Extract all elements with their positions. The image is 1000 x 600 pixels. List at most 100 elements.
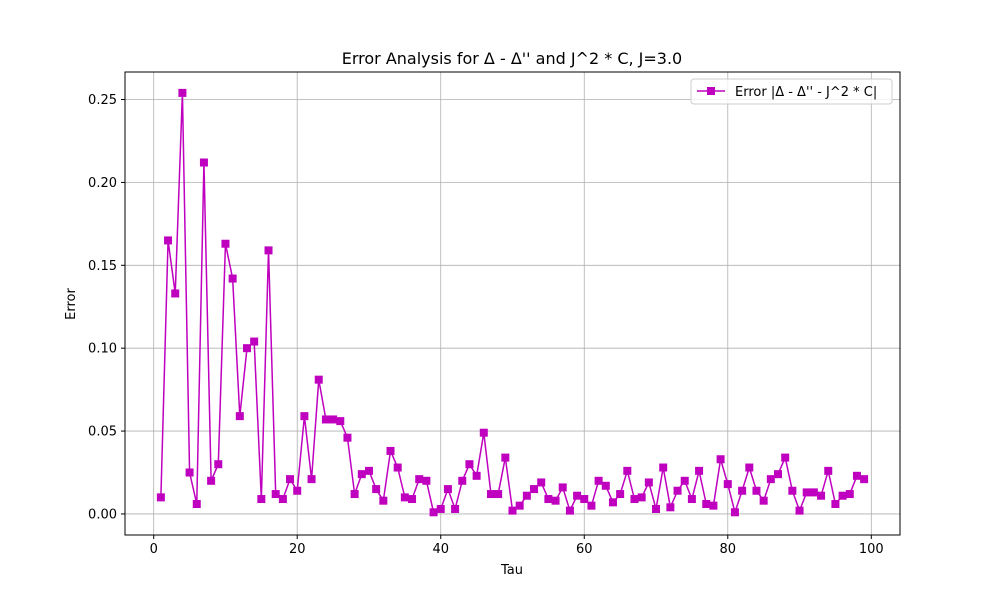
data-point-marker [156,493,165,502]
y-axis-ticks: 0.00 0.05 0.10 0.15 0.20 0.25 [88,93,125,522]
data-point-marker [809,488,818,497]
data-point-marker [357,470,366,479]
data-point-marker [422,476,431,485]
data-point-marker [680,476,689,485]
data-point-marker [831,500,840,509]
data-point-marker [587,501,596,510]
data-point-marker [293,486,302,495]
data-point-marker [429,508,438,517]
y-tick-label: 0.20 [88,176,117,191]
data-point-marker [286,475,295,484]
data-point-marker [207,476,216,485]
x-tick-label: 0 [150,542,158,557]
data-point-marker [257,495,266,504]
legend-box [690,78,893,105]
data-point-marker [314,375,323,384]
x-tick-label: 60 [576,542,593,557]
data-point-marker [616,490,625,499]
data-point-marker [608,498,617,507]
data-point-marker [623,466,632,475]
data-point-marker [695,466,704,475]
chart-title: Error Analysis for Δ - Δ'' and J^2 * C, … [342,49,682,68]
x-tick-label: 80 [720,542,737,557]
data-point-marker [364,466,373,475]
data-point-marker [501,453,510,462]
data-point-marker [400,493,409,502]
data-point-marker [235,412,244,421]
data-point-marker [250,337,259,346]
data-point-marker [199,158,208,167]
data-point-marker [860,475,869,484]
data-point-marker [745,463,754,472]
data-point-marker [759,496,768,505]
data-point-marker [565,506,574,515]
data-point-marker [185,468,194,477]
data-point-marker [709,501,718,510]
data-point-marker [192,500,201,509]
data-point-marker [465,460,474,469]
data-point-marker [415,475,424,484]
data-point-marker [637,493,646,502]
x-tick-label: 40 [432,542,449,557]
data-point-marker [573,491,582,500]
data-point-marker [472,471,481,480]
data-point-marker [494,490,503,499]
data-point-marker [228,274,237,283]
data-point-marker [336,417,345,426]
series-layer [156,88,869,517]
data-point-marker [630,495,639,504]
data-point-marker [515,501,524,510]
data-point-marker [838,491,847,500]
data-point-marker [436,504,445,513]
data-point-marker [601,481,610,490]
data-point-marker [652,504,661,513]
data-point-marker [386,446,395,455]
data-point-marker [666,503,675,512]
data-point-marker [300,412,309,421]
data-point-marker [594,476,603,485]
data-point-marker [673,486,682,495]
data-point-marker [321,415,330,424]
data-point-marker [716,455,725,464]
data-point-marker [307,475,316,484]
data-point-marker [580,495,589,504]
data-point-marker [738,486,747,495]
data-point-marker [544,495,553,504]
x-tick-label: 20 [289,542,306,557]
data-point-marker [558,483,567,492]
data-point-marker [372,485,381,494]
data-point-marker [178,88,187,97]
x-axis-label: Tau [500,563,523,578]
y-tick-label: 0.05 [88,425,117,440]
data-point-marker [752,486,761,495]
legend-marker-swatch [707,87,715,95]
data-point-marker [164,236,173,245]
data-point-marker [817,491,826,500]
series-line [160,92,865,514]
data-point-marker [702,500,711,509]
data-point-marker [171,289,180,298]
data-point-marker [788,486,797,495]
grid-lines [125,72,900,535]
data-point-marker [659,463,668,472]
data-point-marker [264,246,273,255]
data-point-marker [723,480,732,489]
data-point-marker [530,485,539,494]
y-tick-label: 0.00 [88,507,117,522]
data-point-marker [479,428,488,437]
y-tick-label: 0.10 [88,342,117,357]
legend: Error |Δ - Δ'' - J^2 * C| [690,78,893,105]
data-point-marker [451,504,460,513]
data-point-marker [443,485,452,494]
data-point-marker [343,433,352,442]
x-axis-ticks: 0 20 40 60 80 100 [150,535,884,557]
data-point-marker [730,508,739,517]
y-axis-label: Error [64,288,79,320]
legend-entry-label: Error |Δ - Δ'' - J^2 * C| [735,85,877,100]
data-point-marker [774,470,783,479]
data-point-marker [379,496,388,505]
y-tick-label: 0.25 [88,93,117,108]
data-point-marker [458,476,467,485]
data-point-marker [350,490,359,499]
